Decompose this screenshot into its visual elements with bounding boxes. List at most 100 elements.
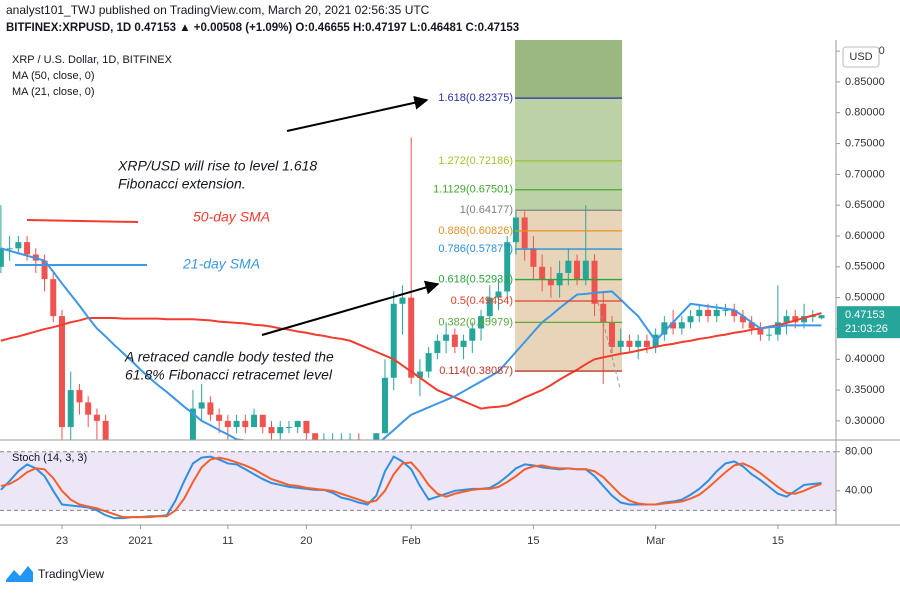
y-tick-label: 0.80000 bbox=[845, 107, 885, 119]
y-tick-label: 0.70000 bbox=[845, 168, 885, 180]
y-tick-label: 80.00 bbox=[845, 446, 873, 458]
footer-logo: TradingView bbox=[6, 566, 104, 582]
x-tick-label: Mar bbox=[646, 535, 665, 547]
x-tick-label: 2021 bbox=[128, 535, 152, 547]
candle-body bbox=[678, 322, 685, 329]
x-tick-label: 20 bbox=[300, 535, 312, 547]
candle-body bbox=[486, 297, 493, 317]
annotation: Fibonacci extension. bbox=[118, 176, 246, 192]
price-pane bbox=[0, 137, 825, 440]
candle-body bbox=[24, 242, 31, 255]
candle-body bbox=[67, 390, 74, 428]
fib-label: 0.786(0.57877) bbox=[438, 243, 513, 255]
candle-body bbox=[739, 316, 746, 323]
candle-body bbox=[643, 340, 650, 347]
candle-body bbox=[285, 427, 292, 429]
currency: USD bbox=[849, 51, 872, 63]
fib-zone bbox=[515, 160, 622, 190]
overlay: 2320211120Feb15Mar150.900000.850000.8000… bbox=[56, 45, 900, 547]
fib-label: 0.886(0.60826) bbox=[438, 225, 513, 237]
fib-label: 0.618(0.52931) bbox=[438, 273, 513, 285]
annotation: 21-day SMA bbox=[182, 256, 260, 272]
candle-body bbox=[58, 316, 65, 428]
candle-body bbox=[766, 334, 773, 336]
legend-ma21: MA (21, close, 0) bbox=[12, 86, 95, 98]
candle-body bbox=[216, 414, 223, 421]
y-tick-label: 40.00 bbox=[845, 485, 873, 497]
candle-body bbox=[189, 408, 196, 440]
annotation: 50-day SMA bbox=[193, 209, 270, 225]
countdown: 21:03:26 bbox=[845, 323, 888, 335]
candle-body bbox=[85, 402, 92, 415]
stoch-title: Stoch (14, 3, 3) bbox=[12, 452, 87, 464]
candle-body bbox=[0, 248, 4, 267]
candle-body bbox=[277, 427, 284, 434]
x-tick-label: 15 bbox=[527, 535, 539, 547]
dashed-trend bbox=[597, 301, 621, 389]
fib-label: 1.272(0.72186) bbox=[438, 155, 513, 167]
series-line bbox=[0, 312, 822, 410]
annotation: A retraced candle body tested the bbox=[124, 349, 334, 365]
fib-zone bbox=[515, 189, 622, 211]
price-tag bbox=[837, 306, 900, 339]
candle-body bbox=[224, 420, 231, 428]
candle-body bbox=[661, 322, 668, 335]
candle-body bbox=[408, 297, 415, 378]
candle-body bbox=[792, 316, 799, 323]
candle-body bbox=[451, 334, 458, 347]
x-tick-label: 23 bbox=[56, 535, 68, 547]
y-tick-label: 0.65000 bbox=[845, 199, 885, 211]
candle-body bbox=[617, 340, 624, 347]
fib-label: 1.1129(0.67501) bbox=[433, 184, 513, 196]
fib-zone bbox=[515, 300, 622, 323]
candle-body bbox=[521, 217, 528, 249]
x-tick-label: Feb bbox=[402, 535, 421, 547]
candle-body bbox=[390, 303, 397, 378]
candle-body bbox=[434, 340, 441, 354]
annotation: 61.8% Fibonacci retracemet level bbox=[125, 367, 333, 383]
candle-body bbox=[416, 371, 423, 378]
candle-body bbox=[757, 328, 764, 335]
candle-body bbox=[574, 260, 581, 280]
annotation: XRP/USD will rise to level 1.618 bbox=[117, 158, 317, 174]
candle-body bbox=[312, 433, 319, 440]
price-tag-label: 0.47153 bbox=[845, 309, 885, 321]
candle-body bbox=[774, 322, 781, 335]
candle-body bbox=[294, 420, 301, 428]
y-tick-label: 0.50000 bbox=[845, 292, 885, 304]
candle-body bbox=[687, 316, 694, 323]
y-tick-label: 0.40000 bbox=[845, 353, 885, 365]
stoch-pane bbox=[0, 451, 836, 520]
candle-body bbox=[50, 279, 57, 317]
fib-zone bbox=[515, 40, 622, 99]
header-line2: BITFINEX:XRPUSD, 1D 0.47153 ▲ +0.00508 (… bbox=[6, 22, 519, 34]
y-tick-label: 0.55000 bbox=[845, 261, 885, 273]
series-line bbox=[0, 456, 822, 519]
candle-body bbox=[670, 322, 677, 329]
candle-body bbox=[504, 242, 511, 292]
arrow bbox=[261, 280, 440, 336]
y-tick-label: 0.30000 bbox=[845, 415, 885, 427]
candle-body bbox=[382, 377, 388, 434]
legend-ma50: MA (50, close, 0) bbox=[12, 70, 95, 82]
candle-body bbox=[93, 414, 100, 421]
candle-body bbox=[547, 279, 554, 286]
candle-body bbox=[705, 309, 712, 317]
candle-body bbox=[460, 340, 467, 347]
candle-body bbox=[233, 420, 240, 428]
fib-label: 0.382(0.45979) bbox=[438, 316, 513, 328]
fib-label: 1.618(0.82375) bbox=[438, 92, 513, 104]
candle-body bbox=[102, 420, 109, 440]
candle-body bbox=[530, 248, 537, 267]
brand: TradingView bbox=[38, 567, 104, 581]
fib-label: 1(0.64177) bbox=[460, 204, 513, 216]
candle-body bbox=[259, 414, 266, 428]
currency-box[interactable] bbox=[842, 46, 880, 68]
candle-body bbox=[565, 260, 572, 273]
fib-zone bbox=[515, 230, 622, 250]
fib-zone bbox=[515, 322, 622, 372]
series-line bbox=[0, 247, 822, 440]
candle-body bbox=[399, 297, 406, 304]
candle-body bbox=[582, 260, 589, 280]
candle-body bbox=[783, 316, 790, 323]
